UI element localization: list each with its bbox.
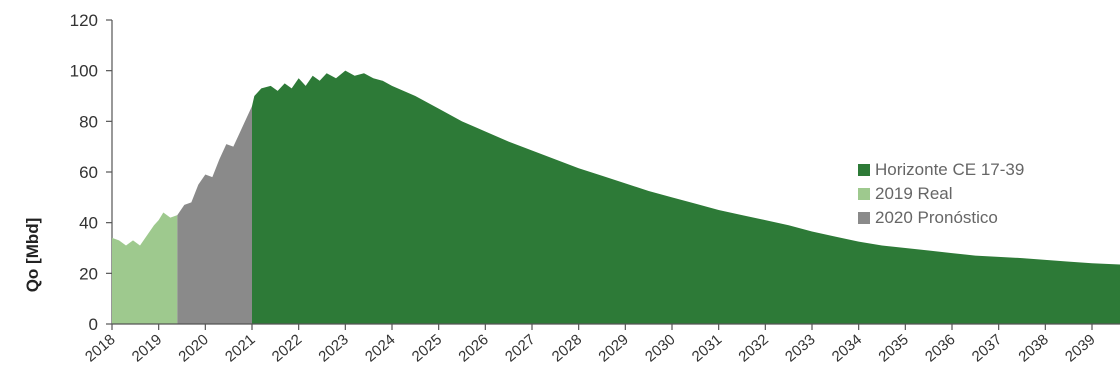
x-tick-label: 2024	[362, 331, 398, 365]
x-tick-label: 2037	[969, 331, 1005, 365]
legend-label-horizonte: Horizonte CE 17-39	[875, 160, 1025, 179]
y-axis-label: Qo [Mbd]	[23, 218, 42, 293]
x-tick-label: 2028	[549, 331, 585, 365]
legend-item-2019-real: 2019 Real	[858, 182, 1024, 206]
x-tick-label: 2029	[595, 331, 631, 365]
x-tick-label: 2033	[782, 331, 818, 365]
legend-item-horizonte: Horizonte CE 17-39	[858, 158, 1024, 182]
y-tick-label: 100	[70, 62, 98, 81]
legend-swatch-horizonte	[858, 164, 870, 176]
x-tick-label: 2030	[642, 331, 678, 365]
series-area-2	[177, 106, 252, 324]
x-tick-label: 2034	[829, 331, 865, 365]
x-tick-label: 2021	[222, 331, 258, 365]
x-tick-label: 2032	[735, 331, 771, 365]
y-tick-label: 0	[89, 315, 98, 334]
x-tick-label: 2027	[502, 331, 538, 365]
y-tick-label: 60	[79, 163, 98, 182]
y-axis: 0 20 40 60 80 100 120	[70, 11, 113, 334]
legend: Horizonte CE 17-39 2019 Real 2020 Pronós…	[858, 158, 1024, 230]
x-tick-label: 2039	[1062, 331, 1098, 365]
x-tick-label: 2038	[1015, 331, 1051, 365]
plot-area	[112, 70, 1120, 325]
y-tick-label: 40	[79, 214, 98, 233]
legend-item-2020-pronostico: 2020 Pronóstico	[858, 206, 1024, 230]
legend-label-2020-pronostico: 2020 Pronóstico	[875, 208, 998, 227]
series-area-0	[252, 70, 1120, 325]
x-tick-label: 2031	[689, 331, 725, 365]
x-tick-label: 2019	[129, 331, 165, 365]
y-tick-label: 20	[79, 264, 98, 283]
x-tick-label: 2018	[82, 331, 118, 365]
y-tick-label: 120	[70, 11, 98, 30]
x-tick-label: 2025	[409, 331, 445, 365]
series-area-1	[112, 212, 178, 324]
y-tick-label: 80	[79, 112, 98, 131]
x-tick-label: 2036	[922, 331, 958, 365]
x-tick-label: 2020	[175, 331, 211, 365]
legend-swatch-2019-real	[858, 188, 870, 200]
legend-swatch-2020-pronostico	[858, 212, 870, 224]
x-axis: 2018 2019 2020 2021 2022 2023 2024 2025 2026 2027…	[82, 323, 1120, 366]
x-tick-label: 2026	[455, 331, 491, 365]
legend-label-2019-real: 2019 Real	[875, 184, 953, 203]
x-tick-label: 2022	[269, 331, 305, 365]
x-tick-label: 2023	[315, 331, 351, 365]
x-tick-label: 2035	[875, 331, 911, 365]
